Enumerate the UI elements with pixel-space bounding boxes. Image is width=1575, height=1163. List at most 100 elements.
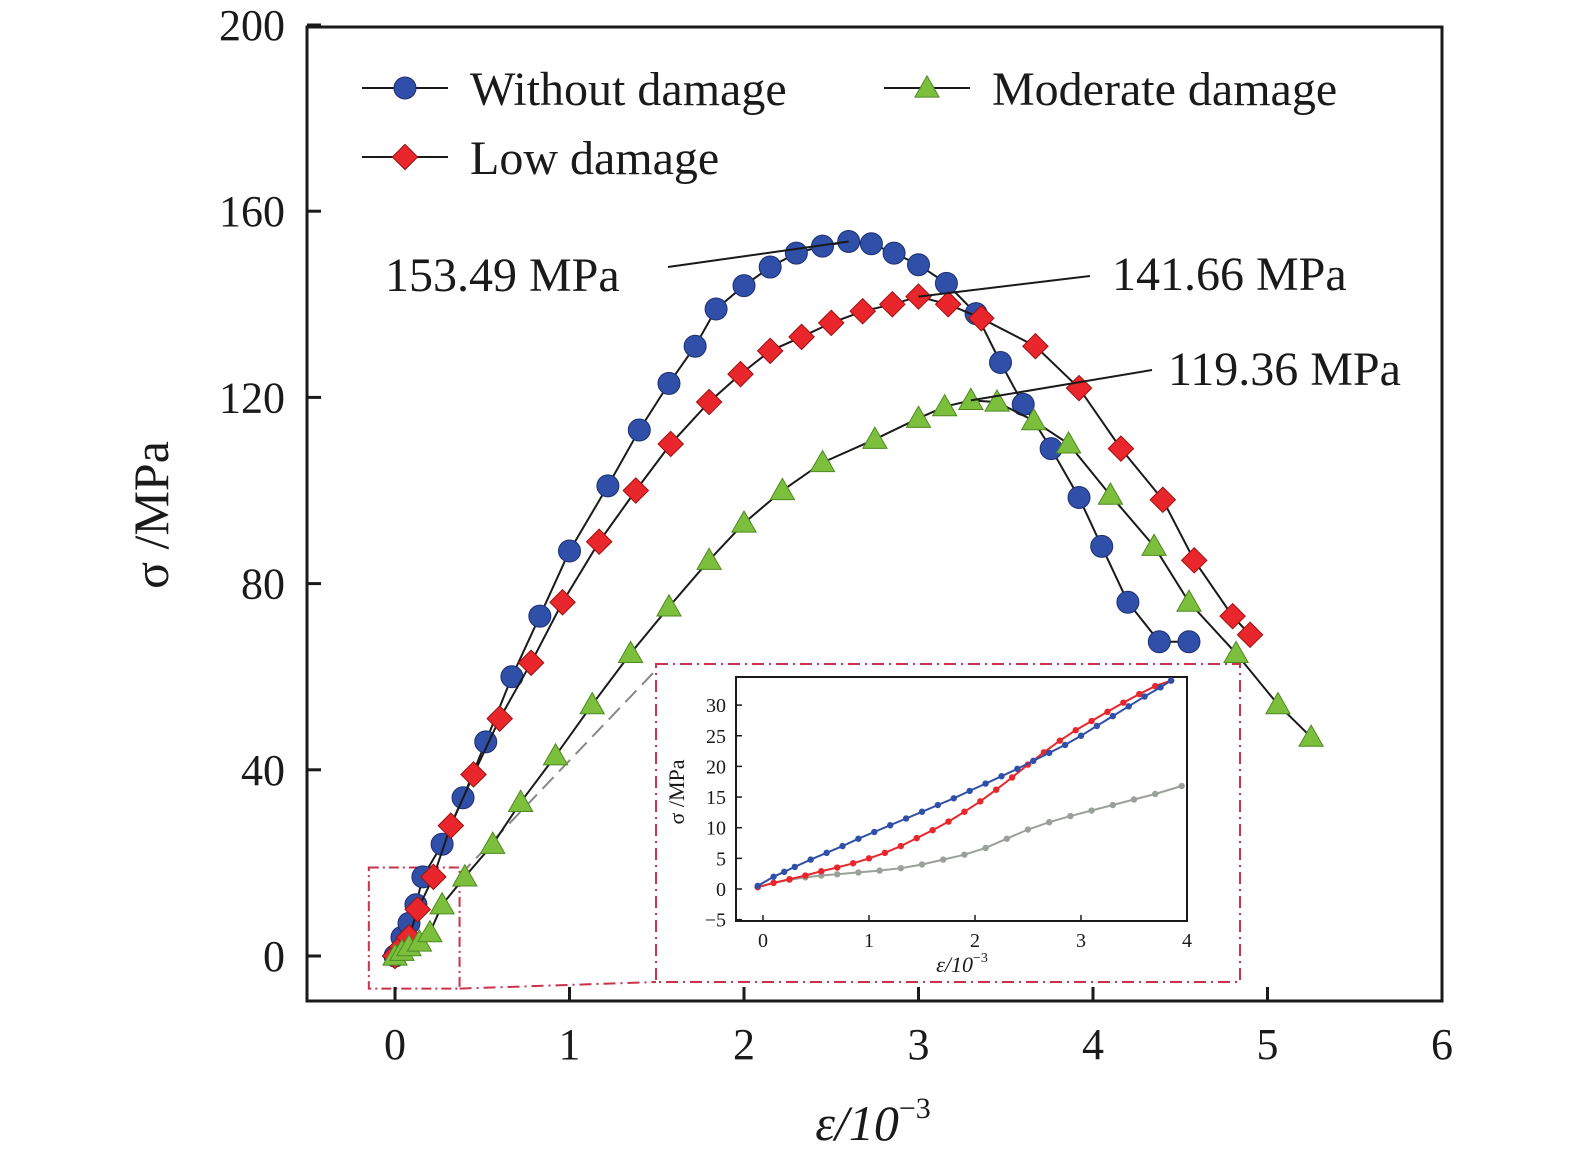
data-point <box>1265 691 1291 715</box>
inset-y-tick-label: 20 <box>706 756 726 778</box>
inset-data-point <box>1157 684 1164 691</box>
inset-data-point <box>1093 722 1101 730</box>
inset-x-tick-label: 0 <box>758 930 768 952</box>
legend-marker <box>391 143 419 171</box>
inset-data-point <box>918 861 926 868</box>
legend-label: Moderate damage <box>992 63 1337 116</box>
data-point <box>1298 724 1325 747</box>
series-layer <box>381 230 1325 970</box>
inset-data-point <box>876 867 883 874</box>
zoom-region-box <box>367 866 461 990</box>
inset-data-point <box>1130 796 1138 803</box>
inset-data-point <box>1067 812 1074 820</box>
data-point <box>1055 430 1082 454</box>
y-axis-title: σ /MPa <box>123 441 179 589</box>
inset-data-point <box>966 787 973 795</box>
y-tick-label: 0 <box>263 932 285 981</box>
data-point <box>1097 482 1124 505</box>
data-point <box>657 430 685 458</box>
inset-data-point <box>918 808 926 815</box>
inset-data-point <box>770 873 777 880</box>
legend-item: Low damage <box>362 132 719 185</box>
inset-x-tick-label: 3 <box>1076 930 1086 952</box>
inset-data-point <box>961 851 968 858</box>
inset-x-tick-label: 1 <box>864 930 874 952</box>
inset-data-point <box>1120 699 1127 706</box>
data-point <box>585 528 613 556</box>
inset-y-tick-label: −5 <box>705 910 726 932</box>
legend-item: Without damage <box>362 63 787 116</box>
inset-data-point <box>770 879 777 887</box>
data-point <box>769 477 796 501</box>
data-point <box>437 812 465 840</box>
inset-data-point <box>1077 732 1085 739</box>
data-point <box>542 742 569 766</box>
plot-frame-rect <box>305 25 1444 1003</box>
y-tick-label: 200 <box>219 1 285 50</box>
data-point <box>517 649 545 677</box>
data-point <box>695 388 723 416</box>
data-point <box>861 426 888 449</box>
inset-y-tick-label: 15 <box>706 787 726 809</box>
x-axis-title-main: ε/10 <box>815 1095 899 1151</box>
inset-data-point <box>1152 682 1159 690</box>
inset-data-point <box>887 822 894 829</box>
data-point <box>1067 485 1091 509</box>
x-tick-label: 5 <box>1257 1020 1279 1069</box>
inset-data-point <box>754 882 761 890</box>
inset-data-point <box>834 864 841 871</box>
inset-data-point <box>945 818 952 825</box>
data-point <box>817 309 845 337</box>
inset-data-point <box>902 815 910 822</box>
inset-data-point <box>786 875 793 883</box>
legend-label: Without damage <box>470 63 787 116</box>
data-point <box>420 863 447 891</box>
inset-data-point <box>871 828 878 836</box>
inset-y-tick-label: 10 <box>706 818 726 840</box>
data-point <box>967 304 995 332</box>
inset-data-point <box>1141 693 1148 700</box>
data-point <box>430 832 454 856</box>
legend: Without damage Moderate damage Low damage <box>362 63 1337 185</box>
data-point <box>627 418 651 442</box>
inset-data-point <box>1152 790 1159 798</box>
data-point <box>934 290 962 318</box>
inset-chart: 0 1 2 3 4 −5 0 5 10 15 20 25 30 ε/10−3 σ /MPa <box>655 663 1241 983</box>
data-point <box>696 547 723 570</box>
annotation-label: 141.66 MPa <box>1112 248 1347 301</box>
inset-series-without-damage <box>754 677 1175 890</box>
inset-data-point <box>993 786 1000 793</box>
inset-data-point <box>950 795 957 802</box>
inset-y-tick-label: 30 <box>706 695 726 717</box>
x-axis-title: ε/10−3 <box>815 1092 931 1151</box>
inset-data-point <box>1056 737 1064 744</box>
series-moderate-damage <box>382 387 1325 966</box>
data-point <box>931 393 958 417</box>
legend-item: Moderate damage <box>884 63 1337 116</box>
data-point <box>429 891 456 915</box>
data-point <box>878 290 906 318</box>
inset-x-tick-label: 2 <box>970 930 980 952</box>
inset-series-line <box>757 679 1172 887</box>
inset-data-point <box>818 868 825 875</box>
data-point <box>1149 486 1177 514</box>
data-point <box>1219 602 1246 630</box>
x-tick-label: 0 <box>384 1020 406 1069</box>
inset-y-tick-label: 5 <box>716 848 726 870</box>
legend-marker <box>914 74 940 98</box>
inset-data-point <box>791 863 798 871</box>
data-point <box>1107 435 1135 462</box>
inset-data-point <box>855 869 862 876</box>
data-point <box>1180 546 1208 574</box>
data-point <box>849 297 877 325</box>
data-point <box>1147 630 1171 654</box>
x-tick-label: 4 <box>1082 1020 1104 1069</box>
data-point <box>788 323 815 351</box>
annotation-leader <box>970 369 1153 402</box>
inset-data-point <box>1024 826 1032 833</box>
x-axis-title-exponent: −3 <box>899 1092 931 1125</box>
inset-data-point <box>1008 774 1016 781</box>
data-point <box>1090 534 1114 558</box>
data-point <box>907 253 930 277</box>
connector-line <box>459 981 657 990</box>
